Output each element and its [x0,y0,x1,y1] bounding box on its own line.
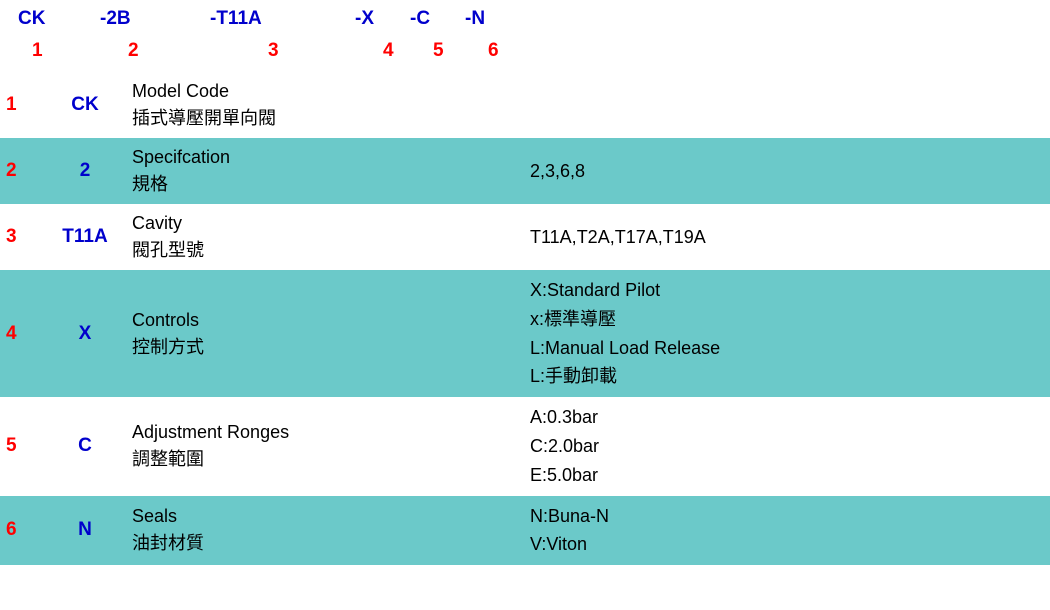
header-code-3: -X [355,8,410,30]
value-line: V:Viton [530,530,1050,559]
header-code-0: CK [18,8,100,30]
row-values: X:Standard Pilotx:標準導壓L:Manual Load Rele… [530,276,1050,391]
value-line: 2,3,6,8 [530,157,1050,186]
row-desc-en: Controls [132,307,530,334]
value-line: A:0.3bar [530,403,1050,432]
row-code: T11A [40,226,130,248]
row-values: N:Buna-NV:Viton [530,502,1050,560]
row-index: 1 [0,94,40,116]
header-num-5: 5 [433,40,488,62]
header-code-4: -C [410,8,465,30]
header-num-6: 6 [488,40,499,62]
value-line: x:標準導壓 [530,305,1050,334]
model-code-header: CK -2B -T11A -X -C -N [0,0,1050,34]
table-row: 22Specifcation規格2,3,6,8 [0,138,1050,204]
table-row: 1CKModel Code插式導壓開單向閥 [0,72,1050,138]
value-line: N:Buna-N [530,502,1050,531]
row-desc-zh: 閥孔型號 [132,237,530,264]
row-index: 2 [0,160,40,182]
row-index: 6 [0,519,40,541]
row-values: T11A,T2A,T17A,T19A [530,223,1050,252]
table-row: 4XControls控制方式X:Standard Pilotx:標準導壓L:Ma… [0,270,1050,397]
row-code: CK [40,94,130,116]
table-row: 5CAdjustment Ronges調整範圍A:0.3barC:2.0barE… [0,397,1050,495]
row-desc-en: Cavity [132,210,530,237]
row-code: 2 [40,160,130,182]
row-index: 4 [0,323,40,345]
row-desc-en: Seals [132,503,530,530]
row-desc-zh: 規格 [132,171,530,198]
row-description: Model Code插式導壓開單向閥 [130,78,530,132]
value-line: X:Standard Pilot [530,276,1050,305]
row-description: Cavity閥孔型號 [130,210,530,264]
row-description: Adjustment Ronges調整範圍 [130,419,530,473]
row-description: Specifcation規格 [130,144,530,198]
row-code: N [40,519,130,541]
value-line: E:5.0bar [530,461,1050,490]
table-row: 6NSeals油封材質N:Buna-NV:Viton [0,496,1050,566]
row-desc-en: Adjustment Ronges [132,419,530,446]
header-code-1: -2B [100,8,210,30]
header-num-3: 3 [268,40,383,62]
row-desc-zh: 插式導壓開單向閥 [132,105,530,132]
row-desc-zh: 油封材質 [132,530,530,557]
row-desc-en: Specifcation [132,144,530,171]
row-description: Seals油封材質 [130,503,530,557]
header-code-5: -N [465,8,520,30]
table-row: 3T11ACavity閥孔型號T11A,T2A,T17A,T19A [0,204,1050,270]
header-num-2: 2 [128,40,268,62]
row-values: A:0.3barC:2.0barE:5.0bar [530,403,1050,489]
row-desc-en: Model Code [132,78,530,105]
value-line: T11A,T2A,T17A,T19A [530,223,1050,252]
value-line: L:Manual Load Release [530,334,1050,363]
row-desc-zh: 調整範圍 [132,446,530,473]
header-num-4: 4 [383,40,433,62]
model-code-index-header: 1 2 3 4 5 6 [0,34,1050,72]
row-index: 5 [0,435,40,457]
row-code: C [40,435,130,457]
value-line: L:手動卸載 [530,362,1050,391]
row-index: 3 [0,226,40,248]
specification-table: 1CKModel Code插式導壓開單向閥22Specifcation規格2,3… [0,72,1050,565]
row-desc-zh: 控制方式 [132,334,530,361]
header-code-2: -T11A [210,8,355,30]
row-description: Controls控制方式 [130,307,530,361]
row-values: 2,3,6,8 [530,157,1050,186]
value-line: C:2.0bar [530,432,1050,461]
header-num-1: 1 [32,40,128,62]
row-code: X [40,323,130,345]
